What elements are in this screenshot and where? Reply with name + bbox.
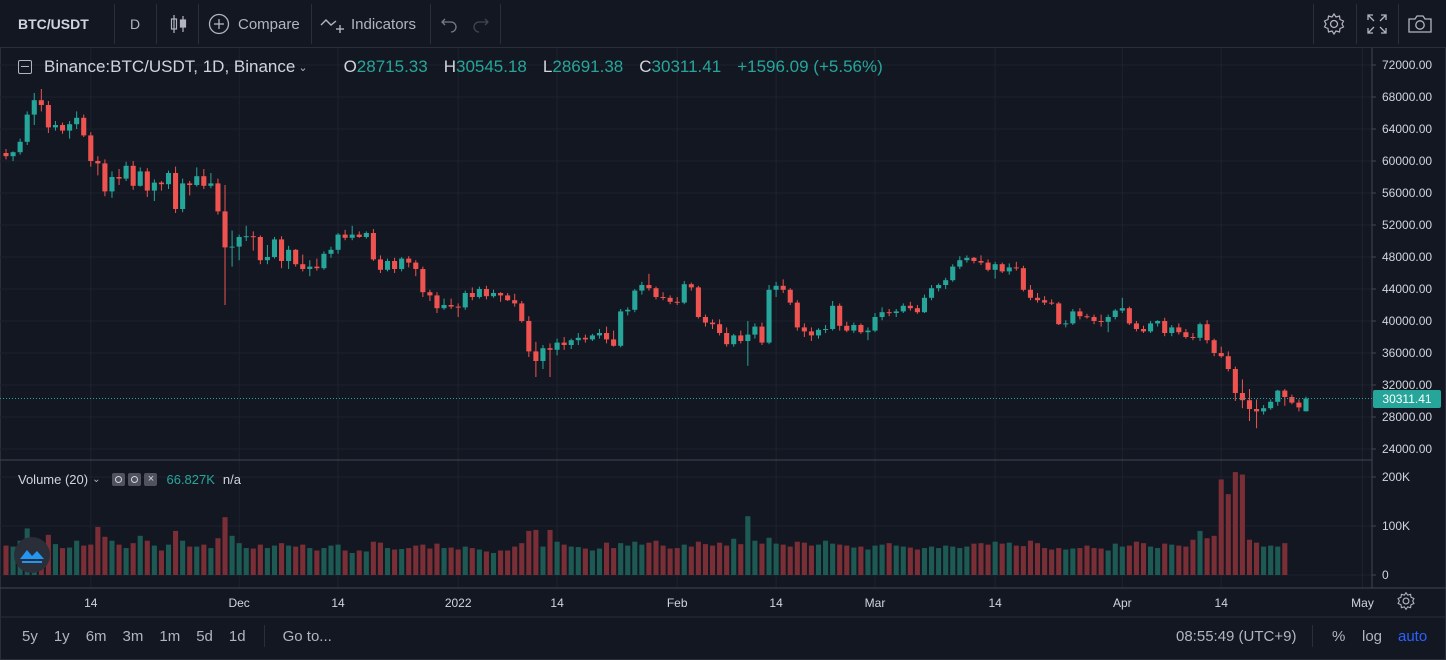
undo-button[interactable]: [440, 0, 458, 48]
plus-circle-icon: [208, 13, 230, 35]
undo-icon: [441, 18, 457, 33]
volume-value: 66.827K: [166, 471, 215, 487]
bottom-divider: [1312, 625, 1313, 647]
time-axis-settings-button[interactable]: [1396, 591, 1418, 613]
candles-icon: [170, 15, 187, 33]
series-title[interactable]: Binance:BTC/USDT, 1D, Binance: [44, 57, 296, 76]
indicators-icon: [320, 19, 344, 33]
range-button-1d[interactable]: 1d: [228, 627, 246, 645]
indicators-button[interactable]: Indicators: [320, 0, 416, 48]
toolbar-divider: [114, 4, 115, 44]
log-scale-toggle[interactable]: log: [1362, 627, 1383, 645]
volume-legend: Volume (20) ⌄ × 66.827K n/a: [18, 470, 241, 488]
toolbar-divider: [311, 4, 312, 44]
toolbar-divider: [1398, 4, 1399, 44]
eye-icon[interactable]: [112, 472, 126, 486]
main-series-legend: Binance:BTC/USDT, 1D, Binance ⌄ O 28715.3…: [18, 57, 883, 77]
ohlc-values: O 28715.33 H 30545.18 L 28691.38 C 30311.41 …: [344, 57, 883, 77]
interval-label: D: [130, 16, 141, 32]
redo-icon: [473, 18, 489, 33]
range-button-3m[interactable]: 3m: [122, 627, 144, 645]
compare-label: Compare: [238, 15, 300, 33]
close-icon[interactable]: ×: [144, 472, 158, 486]
gear-icon: [1397, 591, 1415, 611]
symbol-label: BTC/USDT: [18, 16, 89, 32]
gear-icon: [1323, 12, 1345, 36]
low-value: 28691.38: [552, 57, 624, 76]
fullscreen-icon: [1367, 14, 1387, 34]
chevron-down-icon[interactable]: ⌄: [92, 473, 101, 485]
range-button-5d[interactable]: 5d: [196, 627, 213, 645]
bottom-bar: 5y 1y 6m 3m 1m 5d 1d Go to... 08:55:49 (UTC+9)…: [0, 618, 1446, 654]
auto-scale-toggle[interactable]: auto: [1398, 627, 1428, 645]
goto-date-button[interactable]: Go to...: [282, 627, 332, 645]
top-toolbar: BTC/USDT D Compare Indicators: [0, 0, 1446, 48]
open-value: 28715.33: [356, 57, 428, 76]
indicators-label: Indicators: [351, 15, 417, 33]
camera-icon: [1408, 15, 1432, 33]
open-label: O: [343, 57, 357, 76]
logo-icon: [20, 550, 44, 563]
high-label: H: [443, 57, 456, 76]
toolbar-divider: [156, 4, 157, 44]
chart-type-button[interactable]: [168, 0, 190, 48]
tradingview-logo[interactable]: [14, 537, 50, 573]
snapshot-button[interactable]: [1407, 0, 1433, 48]
toolbar-divider: [198, 4, 199, 44]
last-price-label: 30311.41: [1373, 389, 1441, 408]
interval-button[interactable]: D: [130, 0, 140, 48]
close-label: C: [639, 57, 652, 76]
bottom-divider: [263, 625, 265, 647]
range-button-1m[interactable]: 1m: [159, 627, 181, 645]
low-label: L: [542, 57, 553, 76]
toolbar-divider: [500, 4, 501, 44]
settings-button[interactable]: [1322, 0, 1346, 48]
close-value: 30311.41: [651, 57, 722, 76]
collapse-legend-icon[interactable]: [18, 60, 32, 74]
range-button-5y[interactable]: 5y: [22, 627, 38, 645]
gear-icon[interactable]: [128, 472, 142, 486]
date-range-buttons: 5y 1y 6m 3m 1m 5d 1d: [14, 628, 254, 645]
symbol-search-button[interactable]: BTC/USDT: [18, 0, 89, 48]
range-button-6m[interactable]: 6m: [85, 627, 107, 645]
redo-button[interactable]: [472, 0, 490, 48]
change-value: +1596.09 (+5.56%): [737, 57, 883, 76]
toolbar-divider: [430, 4, 431, 44]
range-button-1y[interactable]: 1y: [53, 627, 70, 645]
percent-scale-toggle[interactable]: %: [1332, 627, 1346, 645]
clock-label[interactable]: 08:55:49 (UTC+9): [1176, 627, 1297, 645]
toolbar-divider: [1356, 4, 1357, 44]
volume-ma-value: n/a: [222, 471, 241, 487]
chevron-down-icon[interactable]: ⌄: [298, 61, 308, 74]
fullscreen-button[interactable]: [1366, 0, 1388, 48]
volume-title[interactable]: Volume (20): [18, 471, 89, 487]
toolbar-divider: [1313, 4, 1314, 44]
high-value: 30545.18: [455, 57, 527, 76]
compare-button[interactable]: Compare: [208, 0, 300, 48]
